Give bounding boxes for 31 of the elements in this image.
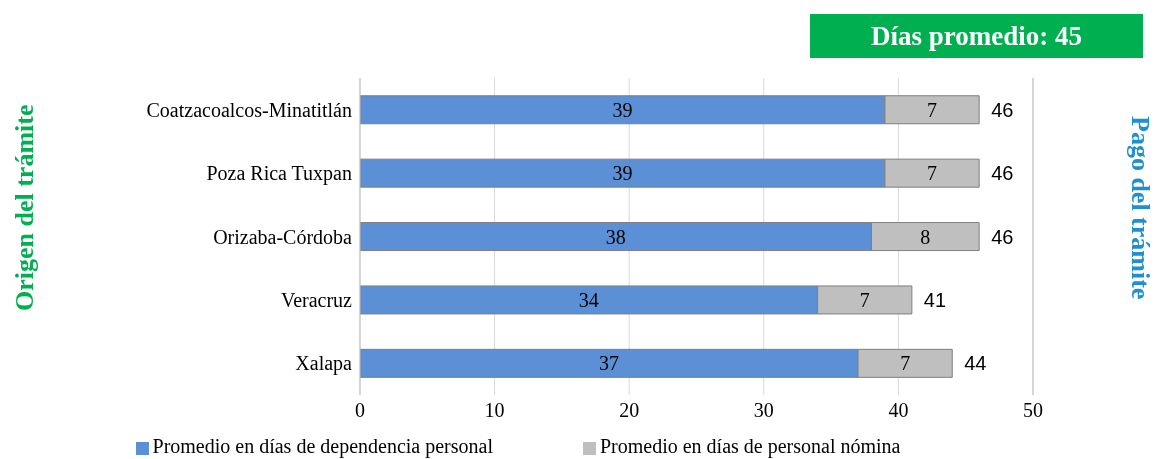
y-tick-label: Coatzacoalcos-Minatitlán — [146, 98, 352, 121]
total-label: 46 — [991, 98, 1014, 121]
data-label: 34 — [578, 289, 599, 312]
data-label: 37 — [599, 352, 620, 375]
total-label: 46 — [991, 162, 1014, 185]
legend-label: Promedio en días de personal nómina — [599, 435, 901, 457]
data-label: 7 — [927, 162, 938, 185]
x-tick-label: 0 — [355, 399, 365, 422]
x-tick-label: 50 — [1023, 399, 1043, 422]
total-label: 44 — [964, 352, 987, 375]
x-tick-label: 20 — [619, 399, 640, 422]
x-tick-label: 10 — [484, 399, 505, 422]
data-label: 8 — [920, 225, 931, 248]
y-tick-label: Veracruz — [280, 289, 353, 311]
total-label: 46 — [991, 225, 1014, 248]
total-label: 41 — [923, 289, 947, 312]
y-tick-label: Xalapa — [295, 352, 353, 376]
legend-label: Promedio en días de dependencia personal — [152, 435, 493, 457]
y-axis-title: Origen del trámite — [10, 103, 40, 314]
y-tick-label: Orizaba-Córdoba — [213, 225, 353, 248]
data-label: 39 — [612, 98, 633, 121]
x-tick-label: 30 — [753, 399, 774, 422]
y-tick-label: Poza Rica Tuxpan — [206, 162, 352, 186]
data-label: 39 — [612, 162, 633, 185]
y2-axis-title: Pago del trámite — [1125, 115, 1155, 302]
x-tick-label: 40 — [888, 399, 909, 422]
chart-title: Días promedio: 45 — [810, 14, 1143, 58]
data-label: 38 — [605, 225, 626, 248]
data-label: 7 — [859, 289, 870, 312]
data-label: 7 — [927, 98, 938, 121]
data-label: 7 — [900, 352, 911, 375]
